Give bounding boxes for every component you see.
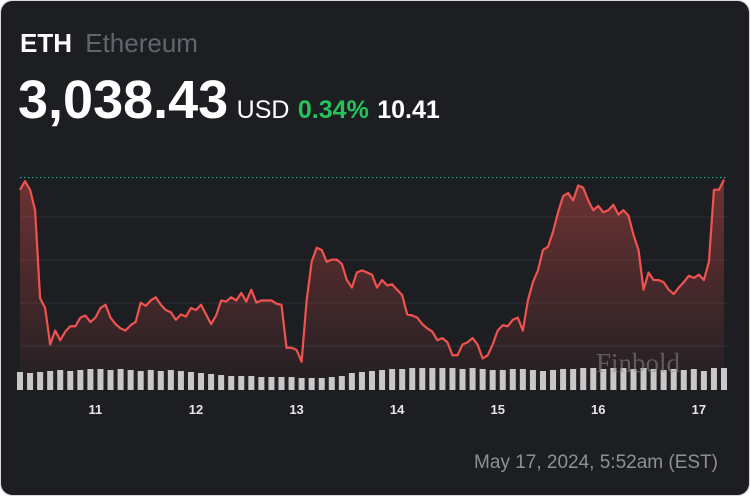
volume-bar — [419, 368, 426, 390]
volume-bar — [147, 370, 154, 390]
heading: ETH Ethereum — [20, 28, 198, 58]
volume-bar — [449, 368, 456, 390]
volume-bar — [600, 369, 607, 390]
volume-bar — [57, 370, 64, 390]
volume-bar — [529, 370, 536, 390]
volume-bar — [187, 372, 194, 390]
volume-bar — [630, 369, 637, 390]
volume-bar — [348, 373, 355, 390]
volume-bar — [77, 370, 84, 390]
volume-bar — [670, 369, 677, 390]
volume-bar — [369, 371, 375, 390]
price-line — [19, 179, 725, 363]
volume-bar — [268, 377, 275, 390]
volume-bar — [489, 370, 496, 390]
volume-bar — [127, 370, 134, 390]
volume-bar — [509, 369, 516, 390]
volume-bar — [580, 368, 587, 390]
volume-bar — [37, 372, 44, 390]
volume-bar — [248, 376, 255, 390]
price-line: 3,038.43 USD 0.34% 10.41 — [18, 70, 440, 130]
symbol: ETH — [20, 28, 72, 58]
volume-bar — [710, 368, 717, 390]
volume-bar — [469, 368, 476, 390]
x-tick-label: 11 — [89, 402, 103, 417]
volume-bar — [610, 368, 617, 390]
volume-bar — [117, 369, 124, 390]
volume-bar — [228, 376, 235, 390]
currency: USD — [237, 96, 290, 124]
volume-bar — [640, 368, 647, 390]
volume-bar — [690, 369, 697, 390]
volume-bar — [680, 370, 687, 390]
x-tick-label: 15 — [490, 402, 504, 417]
volume-bar — [338, 376, 345, 390]
volume-bar — [429, 368, 436, 390]
volume-bar — [409, 368, 416, 390]
price: 3,038.43 — [18, 70, 228, 130]
volume-bar — [570, 369, 577, 390]
volume-bar — [87, 369, 94, 390]
timestamp: May 17, 2024, 5:52am (EST) — [474, 452, 718, 473]
volume-bar — [107, 370, 114, 390]
volume-bar — [27, 373, 34, 390]
volume-bar — [700, 371, 707, 390]
volume-bars — [17, 368, 727, 390]
volume-bar — [218, 375, 225, 390]
x-tick-label: 16 — [591, 402, 605, 417]
volume-bar — [550, 370, 557, 390]
volume-bar — [288, 377, 295, 390]
change: 10.41 — [377, 96, 440, 124]
volume-bar — [47, 371, 54, 390]
volume-bar — [389, 369, 396, 390]
change-percent: 0.34% — [298, 96, 369, 124]
volume-bar — [157, 371, 164, 390]
area — [20, 179, 724, 390]
volume-bar — [328, 377, 335, 390]
volume-bar — [238, 376, 245, 390]
volume-bar — [479, 369, 486, 390]
watermark: Finbold — [596, 348, 681, 378]
volume-bar — [721, 368, 727, 390]
volume-bar — [308, 378, 315, 390]
asset-name: Ethereum — [85, 28, 198, 58]
volume-bar — [17, 372, 23, 390]
volume-bar — [650, 369, 657, 390]
volume-bar — [97, 369, 104, 390]
volume-bar — [519, 369, 526, 390]
x-tick-label: 17 — [692, 402, 706, 417]
volume-bar — [539, 371, 546, 390]
volume-bar — [620, 368, 627, 390]
volume-bar — [198, 373, 205, 390]
volume-bar — [399, 369, 406, 390]
volume-bar — [379, 370, 386, 390]
volume-bar — [137, 371, 144, 390]
x-tick-label: 12 — [189, 402, 203, 417]
volume-bar — [358, 372, 365, 390]
x-tick-label: 13 — [289, 402, 303, 417]
volume-bar — [67, 371, 74, 390]
volume-bar — [278, 377, 285, 390]
volume-bar — [499, 370, 506, 390]
volume-bar — [258, 377, 265, 390]
volume-bar — [208, 374, 215, 390]
volume-bar — [167, 370, 174, 390]
volume-bar — [560, 369, 567, 390]
volume-bar — [459, 369, 466, 390]
volume-bar — [318, 378, 325, 390]
volume-bar — [660, 370, 667, 390]
volume-bar — [177, 371, 184, 390]
volume-bar — [439, 368, 446, 390]
volume-bar — [590, 368, 597, 390]
x-tick-label: 14 — [390, 402, 405, 417]
volume-bar — [298, 378, 305, 390]
